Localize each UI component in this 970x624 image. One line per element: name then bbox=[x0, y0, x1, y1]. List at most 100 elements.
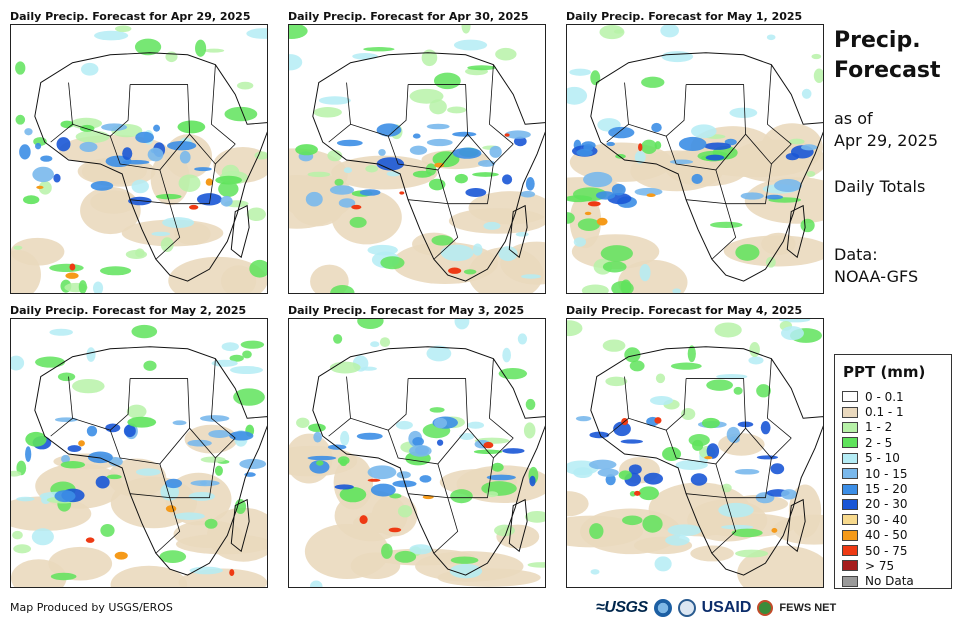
rain-band-shape bbox=[756, 455, 779, 460]
legend-swatch bbox=[842, 529, 858, 541]
rain-band-shape bbox=[583, 171, 613, 188]
rain-band-shape bbox=[740, 192, 764, 200]
rain-area-shape bbox=[135, 248, 145, 258]
rain-area-shape bbox=[494, 524, 515, 537]
rain-area-shape bbox=[289, 54, 303, 71]
rain-band-shape bbox=[781, 489, 797, 500]
rain-area-shape bbox=[454, 319, 470, 330]
rain-area-shape bbox=[131, 324, 158, 339]
rain-area-shape bbox=[590, 70, 601, 86]
continent-outline bbox=[590, 52, 823, 282]
rain-band-shape bbox=[147, 147, 164, 162]
rain-area-shape bbox=[49, 328, 73, 336]
rain-area-shape bbox=[667, 524, 702, 537]
rain-area-shape bbox=[431, 235, 454, 246]
rain-area-shape bbox=[716, 374, 748, 380]
country-border bbox=[437, 163, 494, 205]
logo-bar: ≈USGS USAID FEWS NET bbox=[596, 597, 836, 619]
forecast-map-3 bbox=[566, 24, 824, 294]
rain-area-shape bbox=[453, 39, 488, 51]
panel-title: Daily Precip. Forecast for May 1, 2025 bbox=[566, 10, 803, 23]
rain-band-shape bbox=[135, 131, 154, 144]
rain-area-shape bbox=[397, 505, 413, 518]
country-border bbox=[665, 427, 746, 465]
rain-area-shape bbox=[567, 86, 588, 105]
rain-band-shape bbox=[127, 416, 157, 428]
panel-title: Daily Precip. Forecast for May 4, 2025 bbox=[566, 304, 803, 317]
legend-swatch bbox=[842, 514, 858, 526]
rain-area-shape bbox=[634, 150, 646, 164]
dry-area-shape bbox=[648, 482, 751, 537]
rain-area-shape bbox=[340, 430, 350, 446]
heavy-rain-shape bbox=[634, 490, 641, 496]
country-border bbox=[130, 493, 181, 554]
rain-band-shape bbox=[214, 465, 223, 476]
rain-area-shape bbox=[800, 218, 815, 233]
rain-band-shape bbox=[691, 173, 703, 184]
rain-band-shape bbox=[433, 417, 448, 429]
rain-area-shape bbox=[75, 130, 110, 143]
rain-band-shape bbox=[61, 454, 70, 464]
legend-label: 20 - 30 bbox=[865, 497, 908, 512]
rain-area-shape bbox=[600, 245, 633, 262]
country-border bbox=[189, 427, 236, 459]
rain-band-shape bbox=[122, 147, 133, 160]
rain-area-shape bbox=[729, 107, 758, 119]
rain-area-shape bbox=[313, 107, 342, 118]
country-border bbox=[189, 133, 236, 165]
panel-title: Daily Precip. Forecast for Apr 29, 2025 bbox=[10, 10, 251, 23]
rain-area-shape bbox=[12, 530, 23, 540]
rain-area-shape bbox=[735, 549, 769, 558]
country-border bbox=[686, 84, 747, 135]
rain-band-shape bbox=[295, 144, 318, 156]
country-border bbox=[159, 163, 216, 205]
forecast-map-5 bbox=[288, 318, 546, 588]
rain-band-shape bbox=[704, 142, 732, 150]
rain-band-shape bbox=[608, 126, 635, 139]
heavy-rain-shape bbox=[504, 133, 510, 137]
rain-band-shape bbox=[79, 141, 98, 153]
rain-area-shape bbox=[246, 207, 266, 222]
rain-area-shape bbox=[126, 404, 147, 419]
rain-band-shape bbox=[478, 159, 496, 167]
rain-band-shape bbox=[87, 451, 113, 464]
rain-band-shape bbox=[567, 195, 593, 203]
rain-band-shape bbox=[164, 478, 183, 489]
heavy-rain-shape bbox=[483, 441, 494, 449]
side-title: Precip. Forecast bbox=[834, 26, 941, 86]
rain-band-shape bbox=[595, 191, 616, 200]
country-border bbox=[745, 133, 792, 165]
heavy-rain-shape bbox=[36, 185, 44, 189]
rain-area-shape bbox=[370, 341, 380, 348]
rain-area-shape bbox=[642, 515, 663, 533]
heavy-rain-shape bbox=[584, 211, 592, 216]
rain-area-shape bbox=[224, 106, 258, 122]
country-border bbox=[686, 199, 737, 260]
rain-area-shape bbox=[188, 491, 215, 501]
legend-swatch bbox=[842, 575, 858, 587]
madagascar-outline bbox=[230, 498, 250, 553]
legend-item: 40 - 50 bbox=[842, 528, 914, 543]
rain-area-shape bbox=[159, 550, 187, 564]
rain-band-shape bbox=[101, 123, 128, 131]
legend-swatch bbox=[842, 498, 858, 510]
madagascar-outline bbox=[786, 498, 806, 553]
country-border bbox=[109, 133, 190, 171]
country-border bbox=[467, 133, 514, 165]
rain-band-shape bbox=[618, 470, 632, 480]
side-title-line1: Precip. bbox=[834, 28, 921, 53]
rain-area-shape bbox=[160, 237, 174, 253]
rain-band-shape bbox=[611, 183, 626, 196]
rain-area-shape bbox=[173, 512, 205, 520]
country-border bbox=[606, 123, 629, 143]
rain-band-shape bbox=[504, 130, 531, 139]
dry-area-shape bbox=[48, 546, 113, 581]
panel-title: Daily Precip. Forecast for May 3, 2025 bbox=[288, 304, 525, 317]
rain-area-shape bbox=[57, 372, 76, 382]
rain-area-shape bbox=[72, 378, 105, 394]
rain-band-shape bbox=[108, 456, 123, 467]
country-border bbox=[408, 84, 469, 135]
rain-band-shape bbox=[606, 141, 615, 147]
rain-band-shape bbox=[654, 141, 662, 150]
rain-band-shape bbox=[452, 131, 477, 137]
